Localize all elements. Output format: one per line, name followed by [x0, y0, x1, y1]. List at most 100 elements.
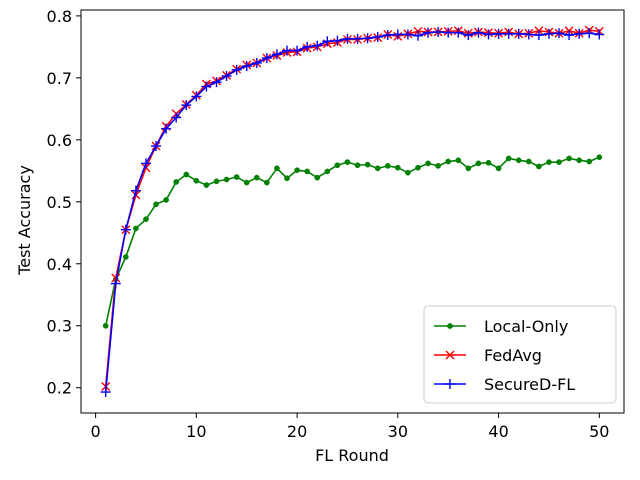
data-point-local-only	[193, 177, 200, 184]
data-point-secured-fl	[201, 81, 212, 92]
data-point-local-only	[133, 225, 139, 232]
data-point-secured-fl	[140, 158, 151, 169]
data-point-secured-fl	[483, 29, 494, 40]
y-tick-label: 0.4	[47, 255, 72, 274]
data-point-local-only	[102, 322, 109, 329]
y-tick-label: 0.7	[47, 69, 72, 88]
data-point-local-only	[405, 169, 411, 176]
data-point-local-only	[324, 168, 331, 175]
x-tick-label: 0	[91, 422, 101, 441]
data-point-local-only	[455, 157, 462, 164]
data-point-secured-fl	[382, 30, 393, 41]
data-point-local-only	[213, 178, 220, 185]
data-point-secured-fl	[110, 278, 121, 289]
data-point-local-only	[274, 165, 280, 172]
legend-item-local-only: Local-Only	[434, 317, 568, 336]
data-point-local-only	[243, 179, 250, 186]
x-tick-label: 30	[388, 422, 408, 441]
data-point-local-only	[586, 158, 593, 165]
data-point-secured-fl	[493, 28, 504, 39]
y-tick-label: 0.2	[47, 379, 72, 398]
data-point-local-only	[556, 159, 562, 165]
data-point-secured-fl	[594, 29, 605, 40]
data-point-secured-fl	[292, 45, 303, 56]
data-point-local-only	[445, 158, 452, 165]
data-point-secured-fl	[412, 30, 423, 41]
data-point-local-only	[122, 254, 129, 260]
legend: Local-Only FedAvg SecureD-FL	[423, 305, 617, 404]
data-point-secured-fl	[352, 33, 363, 44]
data-point-local-only	[394, 164, 401, 171]
legend-swatch-marker	[447, 323, 453, 329]
series-local-only	[102, 154, 603, 329]
data-point-secured-fl	[191, 91, 202, 102]
data-point-local-only	[294, 167, 300, 174]
data-point-local-only	[435, 163, 441, 169]
data-point-local-only	[546, 159, 552, 165]
x-axis-label: FL Round	[315, 446, 389, 465]
data-point-secured-fl	[161, 123, 172, 134]
data-point-secured-fl	[533, 30, 544, 41]
data-point-fedavg	[111, 273, 121, 283]
data-point-local-only	[465, 165, 472, 172]
data-point-secured-fl	[584, 28, 595, 39]
data-point-local-only	[203, 182, 210, 188]
data-point-secured-fl	[322, 36, 333, 47]
axes-layer: 0 10 20 30 40 50 0.2 0.3 0.4 0.5 0.6 0.7 0.8	[47, 7, 625, 441]
plot-frame	[80, 9, 625, 414]
data-point-local-only	[364, 161, 371, 168]
data-point-secured-fl	[231, 64, 242, 75]
data-point-local-only	[415, 164, 421, 171]
data-point-local-only	[495, 165, 502, 172]
data-point-secured-fl	[523, 29, 534, 40]
data-point-local-only	[253, 174, 260, 181]
data-point-local-only	[354, 162, 361, 169]
data-point-secured-fl	[151, 141, 162, 152]
data-point-secured-fl	[332, 35, 343, 46]
data-point-secured-fl	[211, 77, 222, 88]
y-axis-label: Test Accuracy	[15, 165, 34, 276]
x-tick-label: 10	[186, 422, 206, 441]
data-point-secured-fl	[574, 28, 585, 39]
data-point-local-only	[505, 155, 512, 162]
legend-label: FedAvg	[484, 346, 542, 365]
data-point-local-only	[284, 175, 290, 182]
data-point-secured-fl	[463, 30, 474, 41]
data-point-secured-fl	[433, 26, 444, 37]
data-point-secured-fl	[392, 29, 403, 40]
data-point-local-only	[596, 154, 603, 161]
data-point-secured-fl	[513, 28, 524, 39]
x-tick-label: 40	[488, 422, 508, 441]
data-point-secured-fl	[342, 33, 353, 44]
data-point-secured-fl	[130, 185, 141, 196]
data-point-secured-fl	[453, 27, 464, 38]
data-point-local-only	[173, 179, 180, 185]
legend-label: Local-Only	[484, 317, 568, 336]
data-point-secured-fl	[271, 49, 282, 60]
data-point-secured-fl	[372, 31, 383, 42]
data-point-secured-fl	[120, 224, 131, 235]
data-point-secured-fl	[100, 387, 111, 398]
data-point-secured-fl	[282, 45, 293, 56]
data-point-secured-fl	[261, 53, 272, 64]
data-point-secured-fl	[503, 28, 514, 39]
data-point-secured-fl	[423, 27, 434, 38]
data-point-secured-fl	[564, 30, 575, 41]
data-point-secured-fl	[312, 40, 323, 51]
y-tick-label: 0.3	[47, 317, 72, 336]
x-tick-label: 50	[589, 422, 609, 441]
y-tick-label: 0.6	[47, 131, 72, 150]
data-point-local-only	[334, 162, 341, 169]
legend-swatch-marker	[445, 379, 455, 389]
data-point-secured-fl	[251, 57, 262, 68]
legend-label: SecureD-FL	[484, 375, 575, 394]
data-point-secured-fl	[443, 27, 454, 38]
data-point-local-only	[183, 171, 190, 178]
legend-item-secured-fl: SecureD-FL	[434, 375, 575, 394]
data-point-local-only	[153, 201, 159, 208]
data-point-secured-fl	[362, 33, 373, 44]
data-point-local-only	[374, 165, 381, 172]
